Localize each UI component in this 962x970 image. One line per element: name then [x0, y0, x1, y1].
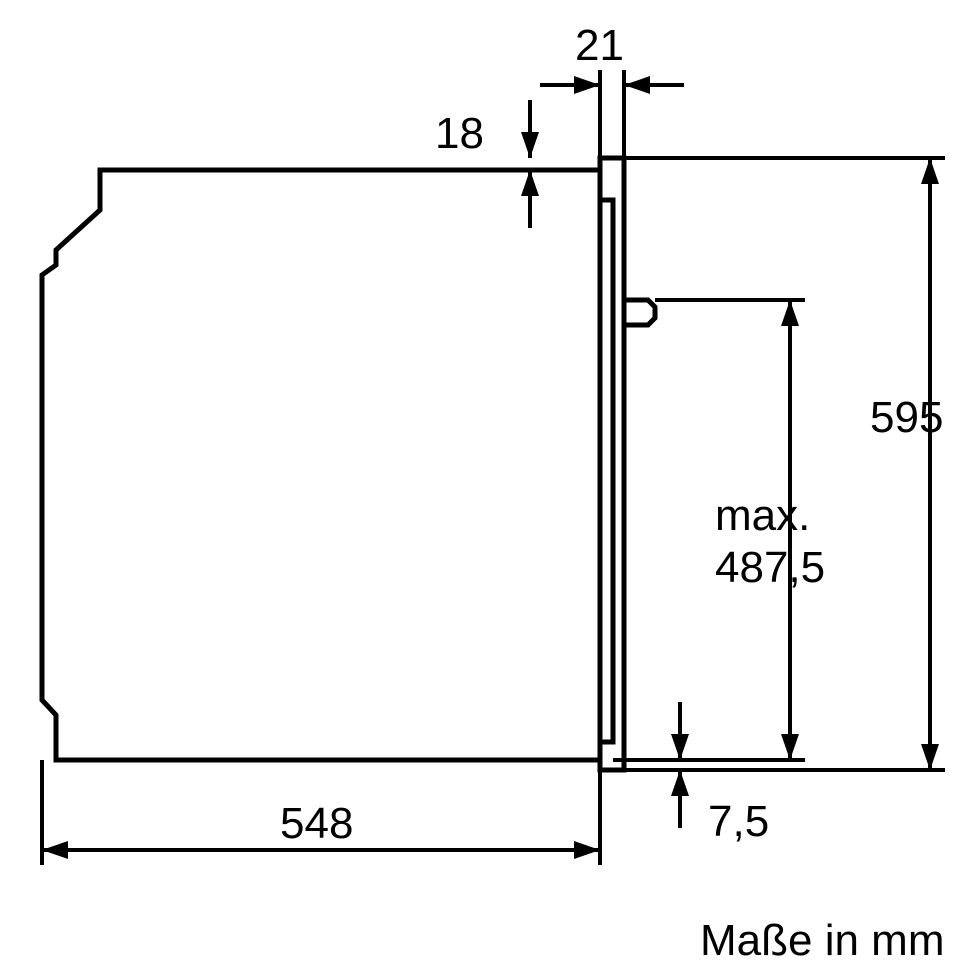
dimension-label: 7,5 — [708, 797, 769, 846]
dimension-label: 21 — [575, 21, 624, 70]
handle — [624, 300, 655, 325]
dimension-548: 548 — [42, 760, 600, 865]
dimension-label: 487,5 — [715, 543, 825, 592]
dimension-595: 595 — [624, 158, 945, 770]
dimension-label: 548 — [280, 799, 353, 848]
dimension-label: 18 — [435, 109, 484, 158]
dimension-7-5: 7,5 — [671, 702, 769, 846]
dimension-21: 21 — [540, 21, 684, 158]
appliance-outline — [42, 170, 613, 760]
dimension-487-5: max. 487,5 — [613, 300, 825, 760]
dimension-18: 18 — [435, 100, 539, 228]
dimension-label: 595 — [870, 393, 943, 442]
units-label: Maße in mm — [700, 916, 944, 965]
dimension-label: max. — [715, 491, 810, 540]
